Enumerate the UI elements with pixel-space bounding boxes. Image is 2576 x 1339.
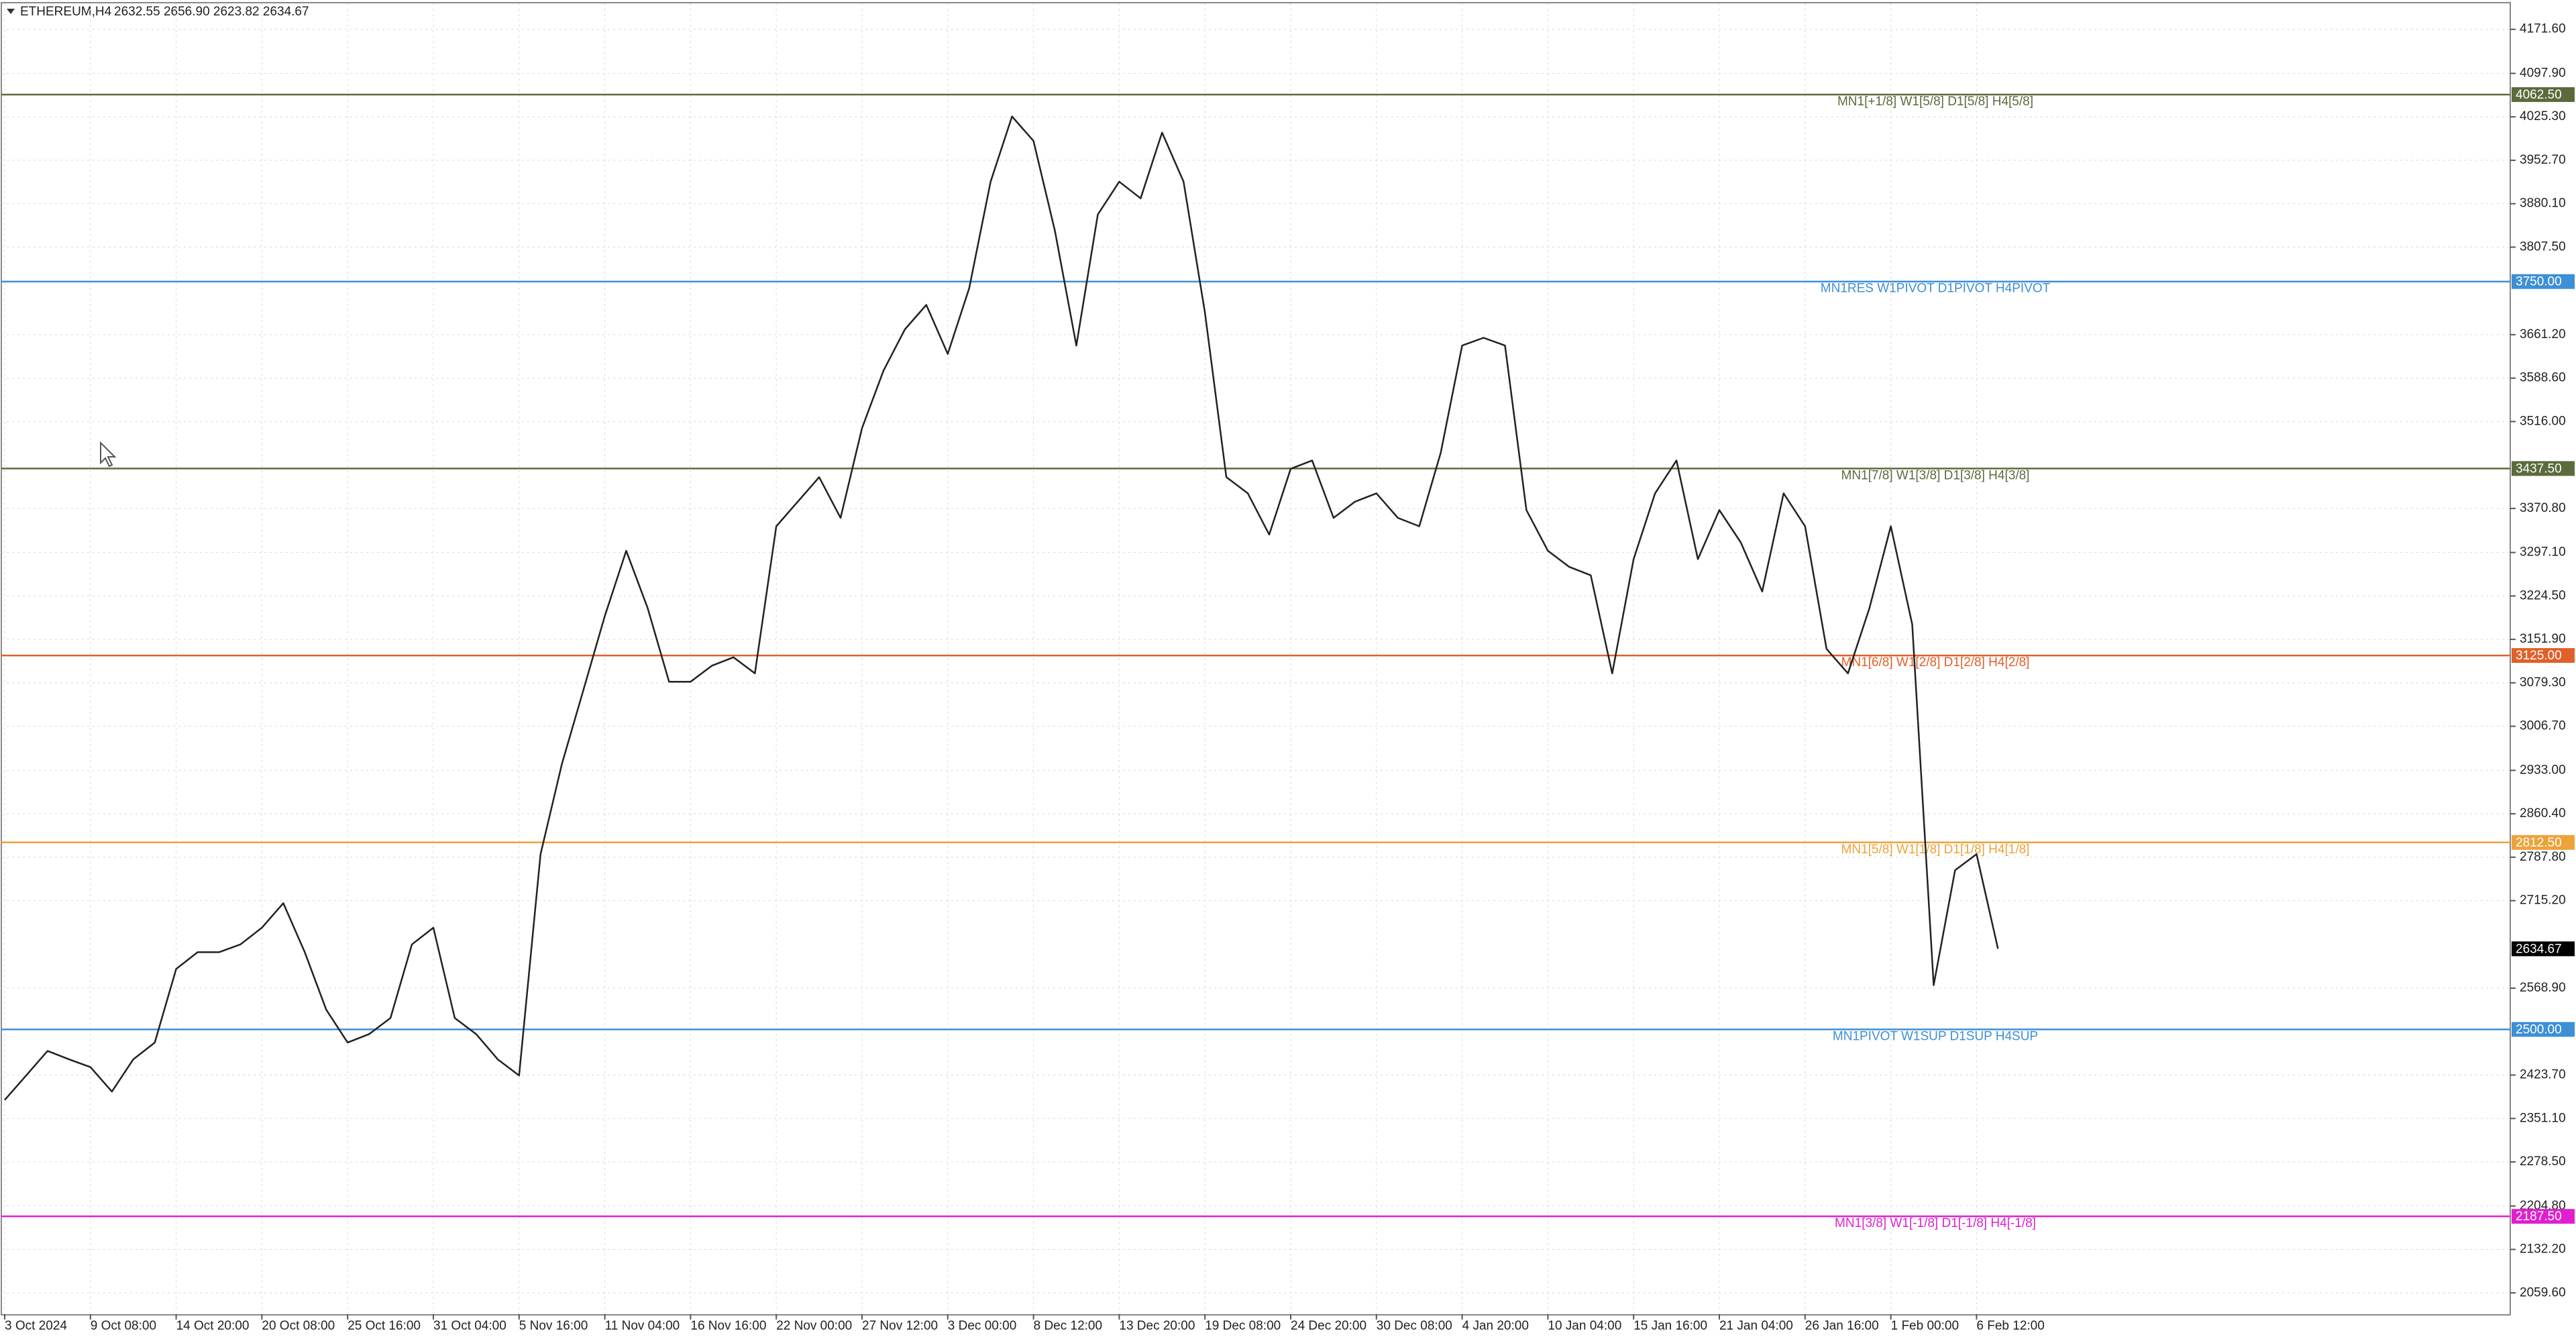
price-tag (2512, 274, 2575, 289)
y-tick-label: 3516.00 (2520, 414, 2566, 428)
price-tag-label: 4062.50 (2516, 88, 2562, 102)
y-tick-label: 2860.40 (2520, 806, 2566, 820)
y-tick-label: 3297.10 (2520, 545, 2566, 559)
y-tick-label: 2787.80 (2520, 850, 2566, 864)
price-tag-label: 3750.00 (2516, 275, 2562, 289)
y-tick-label: 3079.30 (2520, 676, 2566, 690)
price-tag (2512, 1022, 2575, 1037)
y-tick-label: 3807.50 (2520, 239, 2566, 254)
level-label: MN1[7/8] W1[3/8] D1[3/8] H4[3/8] (1841, 468, 2030, 482)
y-tick-label: 4097.90 (2520, 66, 2566, 80)
level-label: MN1[+1/8] W1[5/8] D1[5/8] H4[5/8] (1837, 95, 2033, 109)
menu-arrow[interactable] (7, 9, 15, 14)
x-tick-label: 11 Nov 04:00 (605, 1319, 680, 1333)
level-label: MN1[3/8] W1[-1/8] D1[-1/8] H4[-1/8] (1835, 1216, 2036, 1230)
symbol: ETHEREUM,H4 (20, 5, 112, 19)
x-tick-label: 8 Dec 12:00 (1034, 1319, 1102, 1333)
y-tick-label: 2933.00 (2520, 763, 2566, 777)
price-tag-label: 3125.00 (2516, 649, 2562, 663)
price-tag-label: 2812.50 (2516, 836, 2562, 850)
x-tick-label: 1 Feb 00:00 (1891, 1319, 1959, 1333)
x-tick-label: 24 Dec 20:00 (1291, 1319, 1366, 1333)
last-price-label: 2634.67 (2516, 942, 2562, 956)
y-tick-label: 4025.30 (2520, 109, 2566, 123)
x-tick-label: 10 Jan 04:00 (1548, 1319, 1621, 1333)
price-line (4, 115, 1999, 1101)
price-tag (2512, 648, 2575, 663)
price-tag-label: 2500.00 (2516, 1023, 2562, 1037)
y-tick-label: 3880.10 (2520, 197, 2566, 211)
x-tick-label: 22 Nov 00:00 (776, 1319, 852, 1333)
price-tag-label: 3437.50 (2516, 462, 2562, 476)
x-tick-label: 27 Nov 12:00 (862, 1319, 938, 1333)
x-tick-label: 6 Feb 12:00 (1976, 1319, 2044, 1333)
price-tag (2512, 835, 2575, 850)
price-tag (2512, 461, 2575, 476)
y-tick-label: 3661.20 (2520, 327, 2566, 341)
y-tick-label: 2059.60 (2520, 1285, 2566, 1299)
y-tick-label: 2715.20 (2520, 894, 2566, 908)
y-tick-label: 3151.90 (2520, 632, 2566, 646)
level-label: MN1RES W1PIVOT D1PIVOT H4PIVOT (1821, 282, 2051, 296)
y-tick-label: 3588.60 (2520, 371, 2566, 385)
x-tick-label: 5 Nov 16:00 (519, 1319, 588, 1333)
price-tag (2512, 87, 2575, 103)
y-tick-label: 2423.70 (2520, 1068, 2566, 1082)
ohlc: 2632.55 2656.90 2623.82 2634.67 (114, 5, 309, 19)
level-label: MN1[6/8] W1[2/8] D1[2/8] H4[2/8] (1841, 655, 2030, 670)
price-tag (2512, 1209, 2575, 1224)
x-tick-label: 4 Jan 20:00 (1462, 1319, 1529, 1333)
x-tick-label: 13 Dec 20:00 (1119, 1319, 1195, 1333)
x-tick-label: 9 Oct 08:00 (91, 1319, 156, 1333)
y-tick-label: 3952.70 (2520, 153, 2566, 167)
x-tick-label: 25 Oct 16:00 (347, 1319, 421, 1333)
price-tag-label: 2187.50 (2516, 1210, 2562, 1224)
level-label: MN1PIVOT W1SUP D1SUP H4SUP (1833, 1030, 2038, 1044)
plot-frame (1, 2, 2511, 1316)
y-tick-label: 3006.70 (2520, 719, 2566, 733)
x-tick-label: 26 Jan 16:00 (1805, 1319, 1879, 1333)
x-tick-label: 21 Jan 04:00 (1719, 1319, 1793, 1333)
x-tick-label: 20 Oct 08:00 (262, 1319, 335, 1333)
y-tick-label: 3224.50 (2520, 588, 2566, 602)
level-label: MN1[5/8] W1[1/8] D1[1/8] H4[1/8] (1841, 843, 2030, 857)
last-price-tag (2512, 941, 2575, 957)
y-tick-label: 2351.10 (2520, 1111, 2566, 1125)
y-tick-label: 2568.90 (2520, 981, 2566, 995)
mouse-cursor (100, 441, 117, 468)
x-tick-label: 16 Nov 16:00 (690, 1319, 766, 1333)
y-tick-label: 3370.80 (2520, 501, 2566, 515)
x-tick-label: 30 Dec 08:00 (1377, 1319, 1452, 1333)
y-tick-label: 2278.50 (2520, 1155, 2566, 1169)
x-tick-label: 15 Jan 16:00 (1633, 1319, 1707, 1333)
y-tick-label: 2132.20 (2520, 1242, 2566, 1256)
y-tick-label: 4171.60 (2520, 22, 2566, 36)
x-tick-label: 19 Dec 08:00 (1205, 1319, 1281, 1333)
x-tick-label: 31 Oct 04:00 (433, 1319, 506, 1333)
x-tick-label: 3 Dec 00:00 (948, 1319, 1016, 1333)
x-tick-label: 3 Oct 2024 (5, 1319, 67, 1333)
x-tick-label: 14 Oct 20:00 (176, 1319, 250, 1333)
